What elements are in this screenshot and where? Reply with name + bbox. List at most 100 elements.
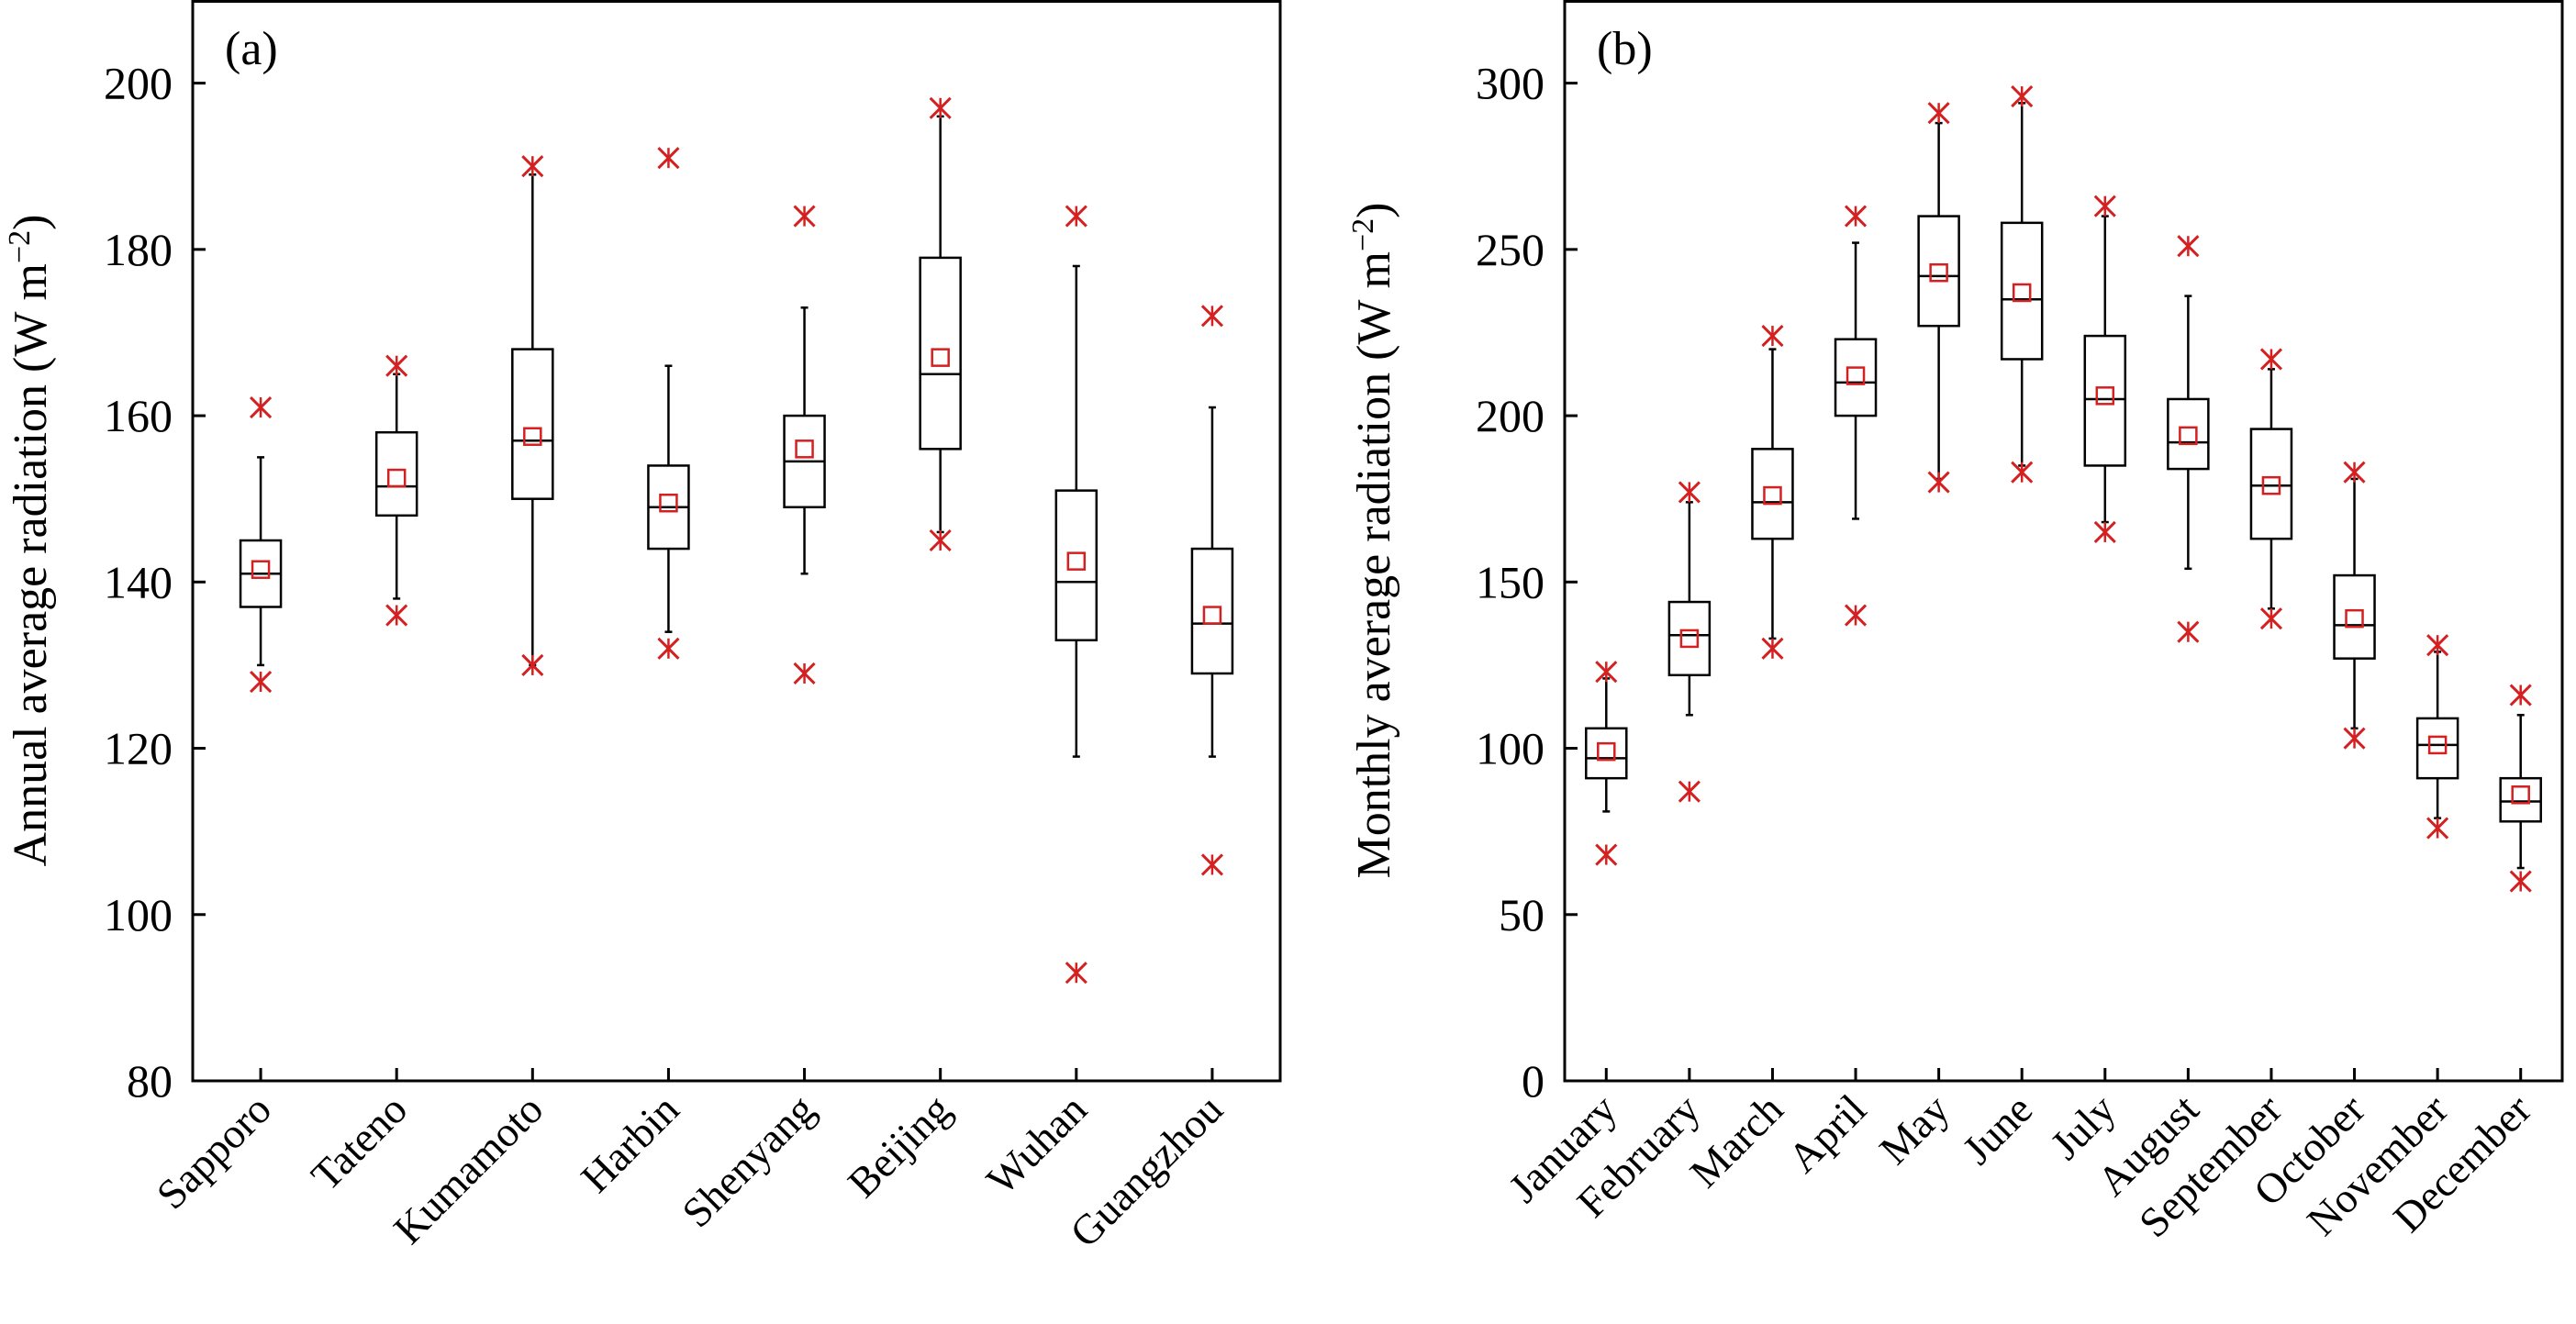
mean-marker bbox=[2345, 608, 2364, 629]
outlier-high-marker bbox=[1678, 481, 1701, 504]
x-category-label: Beijing bbox=[839, 1085, 960, 1207]
outlier-high-marker bbox=[929, 96, 952, 119]
box-wuhan: Wuhan bbox=[977, 205, 1098, 1204]
outlier-low-marker bbox=[2509, 870, 2532, 893]
iqr-box bbox=[2083, 334, 2127, 467]
y-axis-label-superscript: −2 bbox=[3, 230, 37, 263]
outlier-high-marker bbox=[1761, 325, 1784, 348]
outlier-high-marker bbox=[385, 354, 408, 377]
panel-label: (a) bbox=[225, 23, 278, 75]
outlier-high-marker bbox=[657, 147, 680, 170]
x-category-label: Tateno bbox=[302, 1085, 416, 1199]
iqr-box bbox=[374, 430, 418, 517]
mean-marker bbox=[251, 560, 271, 579]
outlier-low-marker bbox=[2343, 727, 2366, 750]
outlier-low-marker bbox=[1200, 853, 1223, 876]
mean-marker bbox=[523, 427, 542, 446]
y-tick-label: 200 bbox=[104, 58, 173, 109]
iqr-box bbox=[1917, 215, 1960, 328]
iqr-box bbox=[1667, 600, 1712, 677]
mean-marker bbox=[1597, 741, 1616, 762]
outlier-high-marker bbox=[1065, 205, 1087, 228]
mean-marker bbox=[2179, 426, 2198, 446]
x-category-label: March bbox=[1681, 1085, 1792, 1196]
outlier-low-marker bbox=[250, 670, 273, 694]
y-tick-label: 100 bbox=[104, 889, 173, 940]
y-axis-label-close: ) bbox=[1348, 202, 1400, 217]
mean-marker bbox=[1846, 366, 1866, 385]
mean-marker bbox=[1929, 262, 1948, 283]
y-tick-label: 180 bbox=[104, 224, 173, 275]
y-axis-label-close: ) bbox=[5, 215, 57, 230]
x-category-label: Harbin bbox=[572, 1085, 687, 1201]
outlier-low-marker bbox=[657, 637, 680, 660]
y-axis-label-main: Monthly average radiation (W m bbox=[1348, 251, 1400, 879]
box-july: July bbox=[2042, 195, 2127, 1168]
plot-frame bbox=[1563, 0, 2564, 1083]
mean-marker bbox=[386, 468, 407, 488]
y-tick-label: 160 bbox=[104, 390, 173, 441]
box-tateno: Tateno bbox=[302, 354, 418, 1199]
outlier-low-marker bbox=[2259, 607, 2283, 630]
outlier-high-marker bbox=[2509, 684, 2532, 707]
y-tick-label: 50 bbox=[1499, 889, 1544, 940]
iqr-box bbox=[2499, 776, 2542, 823]
outlier-low-marker bbox=[1065, 962, 1087, 985]
x-category-label: June bbox=[1954, 1085, 2042, 1174]
y-tick-label: 140 bbox=[104, 556, 173, 607]
mean-marker bbox=[795, 439, 814, 459]
iqr-box bbox=[1834, 338, 1878, 417]
outlier-high-marker bbox=[2011, 85, 2034, 108]
outlier-high-marker bbox=[1595, 661, 1618, 684]
y-axis-label-superscript: −2 bbox=[1346, 218, 1380, 251]
iqr-box bbox=[2000, 221, 2044, 361]
y-axis-label: Monthly average radiation (W m−2) bbox=[1346, 202, 1400, 878]
mean-marker bbox=[659, 493, 678, 513]
panel-label: (b) bbox=[1597, 23, 1653, 75]
outlier-high-marker bbox=[793, 205, 816, 228]
iqr-box bbox=[1054, 489, 1098, 641]
chart-panel-b: (b) 0 50 100 150 200 250 300 Monthly average rad… bbox=[1346, 0, 2564, 1246]
outlier-low-marker bbox=[1844, 604, 1868, 627]
outlier-low-marker bbox=[2093, 520, 2116, 543]
mean-marker bbox=[2095, 386, 2115, 406]
outlier-low-marker bbox=[2011, 461, 2034, 484]
x-category-label: Shenyang bbox=[673, 1085, 823, 1236]
outlier-low-marker bbox=[2426, 817, 2449, 840]
iqr-box bbox=[2249, 428, 2293, 540]
outlier-low-marker bbox=[1927, 471, 1950, 494]
outlier-high-marker bbox=[2426, 634, 2449, 657]
y-tick-label: 300 bbox=[1476, 58, 1544, 109]
iqr-box bbox=[2167, 397, 2210, 471]
mean-marker bbox=[2261, 475, 2281, 495]
y-tick-label: 100 bbox=[1476, 723, 1544, 774]
outlier-high-marker bbox=[2343, 461, 2366, 484]
iqr-box bbox=[2333, 573, 2376, 660]
outlier-low-marker bbox=[2177, 620, 2200, 643]
y-tick-label: 150 bbox=[1476, 556, 1544, 607]
mean-marker bbox=[1202, 606, 1222, 625]
outlier-high-marker bbox=[1844, 205, 1868, 228]
iqr-box bbox=[511, 348, 554, 500]
box-harbin: Harbin bbox=[572, 147, 690, 1201]
iqr-box bbox=[919, 256, 962, 451]
x-category-label: Kumamoto bbox=[385, 1085, 552, 1252]
box-may: May bbox=[1870, 102, 1960, 1174]
iqr-box bbox=[2415, 717, 2459, 780]
y-tick-label: 0 bbox=[1522, 1055, 1544, 1107]
plot-frame bbox=[191, 0, 1282, 1083]
iqr-box bbox=[1585, 727, 1628, 780]
iqr-box bbox=[1751, 448, 1794, 540]
outlier-high-marker bbox=[521, 155, 544, 178]
outlier-low-marker bbox=[793, 662, 816, 685]
mean-marker bbox=[1763, 485, 1782, 506]
chart-panel-a: (a) 80 100 120 140 160 180 200 Annual average ra… bbox=[3, 0, 1282, 1256]
box-kumamoto: Kumamoto bbox=[385, 155, 554, 1252]
outlier-high-marker bbox=[2093, 195, 2116, 217]
outlier-high-marker bbox=[250, 395, 273, 419]
outlier-low-marker bbox=[1761, 637, 1784, 660]
mean-marker bbox=[2511, 785, 2530, 805]
outlier-high-marker bbox=[2177, 235, 2200, 258]
outlier-low-marker bbox=[929, 528, 952, 552]
